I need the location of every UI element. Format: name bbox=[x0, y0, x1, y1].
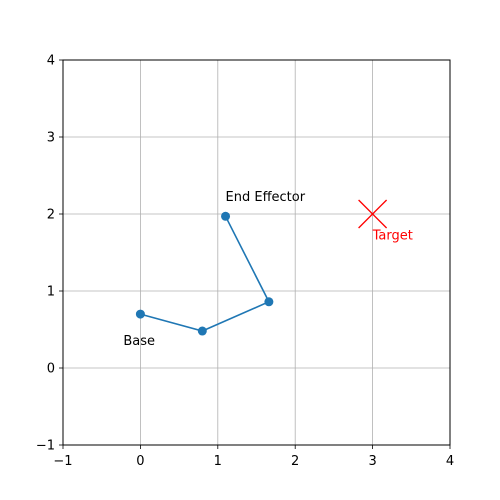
series bbox=[135, 199, 388, 336]
x-tick-label: 3 bbox=[368, 454, 376, 469]
y-tick-label: 1 bbox=[47, 285, 55, 300]
joint-point-3 bbox=[221, 211, 231, 221]
annotation-base: Base bbox=[123, 334, 155, 349]
y-tick-label: 3 bbox=[47, 131, 55, 146]
joint-point-1 bbox=[197, 326, 207, 336]
x-tick-label: −1 bbox=[53, 454, 72, 469]
y-tick-label: 0 bbox=[47, 362, 55, 377]
target-x-marker bbox=[358, 199, 388, 229]
annotation-target: Target bbox=[372, 228, 413, 243]
x-tick-label: 4 bbox=[446, 454, 454, 469]
annotations: Base End Effector Target bbox=[123, 190, 412, 349]
joint-point-0 bbox=[135, 309, 145, 319]
x-tick-label: 0 bbox=[136, 454, 144, 469]
x-tick-label: 2 bbox=[291, 454, 299, 469]
arm-link-line bbox=[140, 215, 270, 332]
plot-frame bbox=[62, 59, 451, 446]
axis-ticks: −1 0 1 2 3 4 −1 0 1 2 3 4 bbox=[36, 54, 454, 470]
x-tick-label: 1 bbox=[214, 454, 222, 469]
y-tick-label: −1 bbox=[36, 439, 55, 454]
joint-point-2 bbox=[264, 297, 274, 307]
y-tick-label: 2 bbox=[47, 208, 55, 223]
y-tick-label: 4 bbox=[47, 54, 55, 69]
annotation-end-effector: End Effector bbox=[226, 190, 306, 205]
